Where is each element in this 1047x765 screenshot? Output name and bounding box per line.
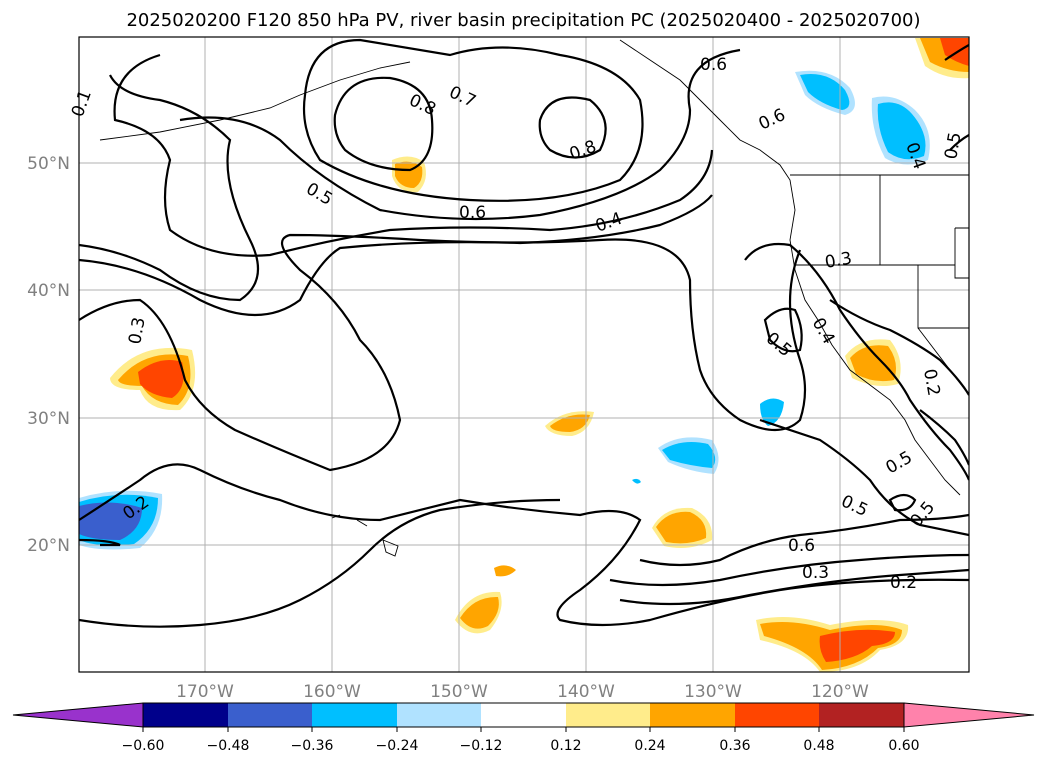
contour-label: 0.5 [838,491,871,521]
contour-0.2-central [79,463,969,627]
longitude-labels: 170°W 160°W 150°W 140°W 130°W 120°W [176,682,869,702]
contour-label: 0.5 [907,498,940,532]
lon-label: 150°W [430,682,488,702]
contour-label: 0.8 [406,90,439,120]
colorbar-tick: −0.12 [460,738,503,754]
colorbar-swatch [481,703,566,727]
contour-0.3-west [79,233,807,472]
colorbar-tick: 0.36 [719,738,750,754]
colorbar-frame [142,702,905,728]
contour-label: 0.2 [919,367,943,397]
contour-0.8-north [333,76,434,172]
colorbar-tick: −0.48 [207,738,250,754]
colorbar-tick: 0.48 [803,738,834,754]
contour-0.4 [79,194,713,316]
colorbar-swatch [819,703,904,727]
colorbar-swatch [650,703,735,727]
lon-label: 130°W [684,682,742,702]
contour-0.8-east [538,96,607,159]
map-title: 2025020200 F120 850 hPa PV, river basin … [126,10,921,31]
contour-label: 0.2 [890,573,917,593]
colorbar-swatch [566,703,650,727]
contour-label: 0.5 [303,179,336,210]
colorbar-swatch [735,703,819,727]
colorbar-tick: −0.24 [376,738,419,754]
colorbar-tick-labels: −0.60 −0.48 −0.36 −0.24 −0.12 0.12 0.24 … [122,738,920,754]
contour-label: 0.5 [762,329,796,362]
colorbar-tick: 0.12 [550,738,581,754]
contour-label: 0.5 [941,131,965,161]
coastlines [99,39,969,557]
contour-label: 0.6 [756,105,789,135]
lat-label: 30°N [27,409,70,429]
contour-0.7 [302,38,644,202]
contour-label: 0.3 [802,563,829,583]
colorbar-swatch [397,703,481,727]
colorbar [12,702,1035,732]
colorbar-swatch [312,703,397,727]
precip-shading [79,38,969,672]
lon-label: 120°W [811,682,869,702]
contour-label: 0.8 [567,137,599,165]
colorbar-tick: −0.36 [291,738,334,754]
contour-labels: 0.8 0.7 0.6 0.8 0.6 0.5 0.6 0.4 0.3 0.4 … [68,55,966,593]
colorbar-tick: 0.24 [634,738,665,754]
colorbar-extend-max [903,702,1035,728]
contour-0.6 [179,48,741,221]
lon-label: 170°W [176,682,234,702]
contour-label: 0.6 [700,55,727,75]
colorbar-extend-min [12,702,144,728]
colorbar-swatch [228,703,312,727]
colorbar-swatch [143,703,228,727]
plot-frame [78,36,970,673]
contour-label: 0.6 [459,203,486,223]
contour-label: 0.3 [823,249,853,273]
lon-label: 160°W [303,682,361,702]
lon-label: 140°W [557,682,615,702]
lat-label: 20°N [27,536,70,556]
latitude-labels: 50°N 40°N 30°N 20°N [27,154,70,556]
contour-0.5 [79,74,260,302]
colorbar-tick: −0.60 [122,738,165,754]
contour-label: 0.6 [788,536,815,556]
lat-label: 40°N [27,281,70,301]
contour-label: 0.4 [808,315,839,348]
contour-label: 0.3 [125,316,149,346]
graticule [79,37,969,672]
lat-label: 50°N [27,154,70,174]
contour-label: 0.5 [883,447,916,478]
contour-label: 0.1 [68,87,96,119]
colorbar-tick: 0.60 [888,738,919,754]
pv-contours [79,38,969,628]
contour-0.6-south [639,513,969,567]
contour-label: 0.7 [446,82,479,112]
